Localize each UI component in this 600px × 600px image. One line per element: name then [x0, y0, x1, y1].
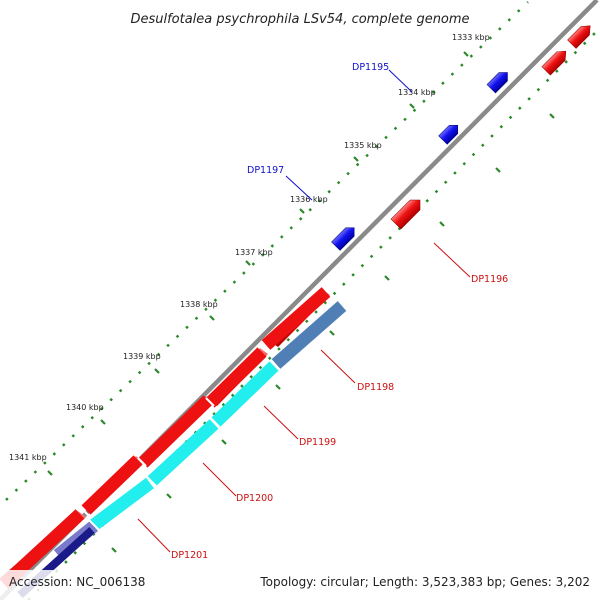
footer-band	[0, 570, 600, 600]
outer-tick-track	[5, 1, 529, 501]
tick-1338	[209, 315, 215, 321]
gene-dp1197[interactable]	[331, 224, 359, 251]
gene-label-dp1195[interactable]: DP1195	[352, 62, 389, 73]
gene-label-dp1198[interactable]: DP1198	[357, 382, 394, 393]
tick-label-1340: 1340 kbp	[66, 403, 104, 412]
tick-label-1333: 1333 kbp	[452, 33, 490, 42]
feature-cyan-1[interactable]	[211, 361, 279, 427]
genome-summary-text: Topology: circular; Length: 3,523,383 bp…	[259, 575, 590, 589]
reverse-genes[interactable]	[331, 68, 512, 251]
tick-1341	[47, 470, 53, 476]
forward-genes-body	[0, 287, 331, 589]
tick-1336	[299, 208, 305, 214]
gene-dp1196[interactable]	[390, 195, 425, 230]
gene-label-dp1199[interactable]: DP1199	[299, 437, 336, 448]
map-title: Desulfotalea psychrophila LSv54, complet…	[130, 12, 469, 27]
gene-arrow-right-top[interactable]	[567, 22, 595, 49]
tick-1333	[463, 51, 469, 57]
gene-label-dp1197[interactable]: DP1197	[247, 165, 284, 176]
tick-label-1334: 1334 kbp	[398, 88, 436, 97]
tick-label-1336: 1336 kbp	[290, 195, 328, 204]
tick-1334	[409, 103, 415, 109]
tick-label-1339: 1339 kbp	[123, 352, 161, 361]
kbp-ticks-inner	[111, 113, 555, 553]
tick-label-1337: 1337 kbp	[235, 248, 273, 257]
gene-label-dp1196[interactable]: DP1196	[471, 274, 508, 285]
gene-label-dp1201[interactable]: DP1201	[171, 550, 208, 561]
tick-1340	[100, 419, 106, 425]
feature-cyan-2[interactable]	[147, 419, 219, 486]
feature-bars[interactable]	[17, 301, 347, 598]
feature-cyan-3[interactable]	[90, 477, 154, 531]
kbp-ticks-outer	[47, 51, 469, 476]
gene-labels: DP1195 DP1197 DP1196 DP1198 DP1199 DP120…	[171, 62, 508, 561]
label-leaders	[137, 69, 471, 553]
gene-arrow-right-2[interactable]	[541, 47, 570, 76]
gene-dp1195-a[interactable]	[486, 68, 512, 94]
gene-dp1195[interactable]	[438, 121, 462, 145]
tick-1337	[245, 260, 251, 266]
tick-1335	[353, 156, 359, 162]
gene-label-dp1200[interactable]: DP1200	[236, 493, 273, 504]
tick-label-1335: 1335 kbp	[344, 141, 382, 150]
accession-text: Accession: NC_006138	[9, 575, 145, 589]
tick-labels: 1333 kbp 1334 kbp 1335 kbp 1336 kbp 1337…	[9, 33, 490, 462]
feature-steelblue[interactable]	[271, 301, 347, 369]
tick-label-1338: 1338 kbp	[180, 300, 218, 309]
tick-label-1341: 1341 kbp	[9, 453, 47, 462]
forward-genes-upper[interactable]	[390, 22, 595, 230]
tick-1339	[154, 368, 160, 374]
